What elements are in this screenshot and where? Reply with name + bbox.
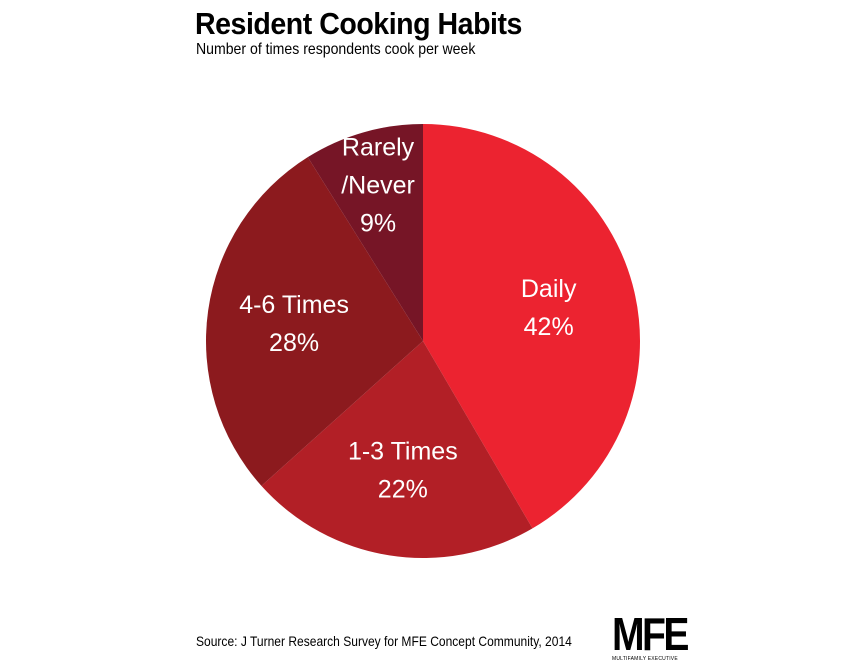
slice-value-label: 9% xyxy=(360,210,396,238)
chart-subtitle: Number of times respondents cook per wee… xyxy=(196,41,476,58)
logo-text: MFE xyxy=(612,608,689,660)
slice-category-label: 4-6 Times xyxy=(239,291,349,319)
slice-value-label: 42% xyxy=(524,313,574,341)
pie-slice-1-3-times xyxy=(261,341,533,558)
slice-category-label: 1-3 Times xyxy=(348,438,458,466)
mfe-logo: MFE MULTIFAMILY EXECUTIVE xyxy=(612,608,689,667)
logo-tagline: MULTIFAMILY EXECUTIVE xyxy=(612,656,678,662)
source-note: Source: J Turner Research Survey for MFE… xyxy=(196,633,572,649)
chart-title: Resident Cooking Habits xyxy=(195,6,522,41)
slice-value-label: 22% xyxy=(378,476,428,504)
slice-category-label: Rarely xyxy=(342,134,415,162)
slice-value-label: 28% xyxy=(269,329,319,357)
pie-slice-rarely-never xyxy=(307,124,423,341)
pie-slice-4-6-times xyxy=(205,157,423,486)
pie-slice-daily xyxy=(423,124,640,529)
slice-category-label: Daily xyxy=(521,275,577,303)
slice-category-label: /Never xyxy=(341,172,415,200)
